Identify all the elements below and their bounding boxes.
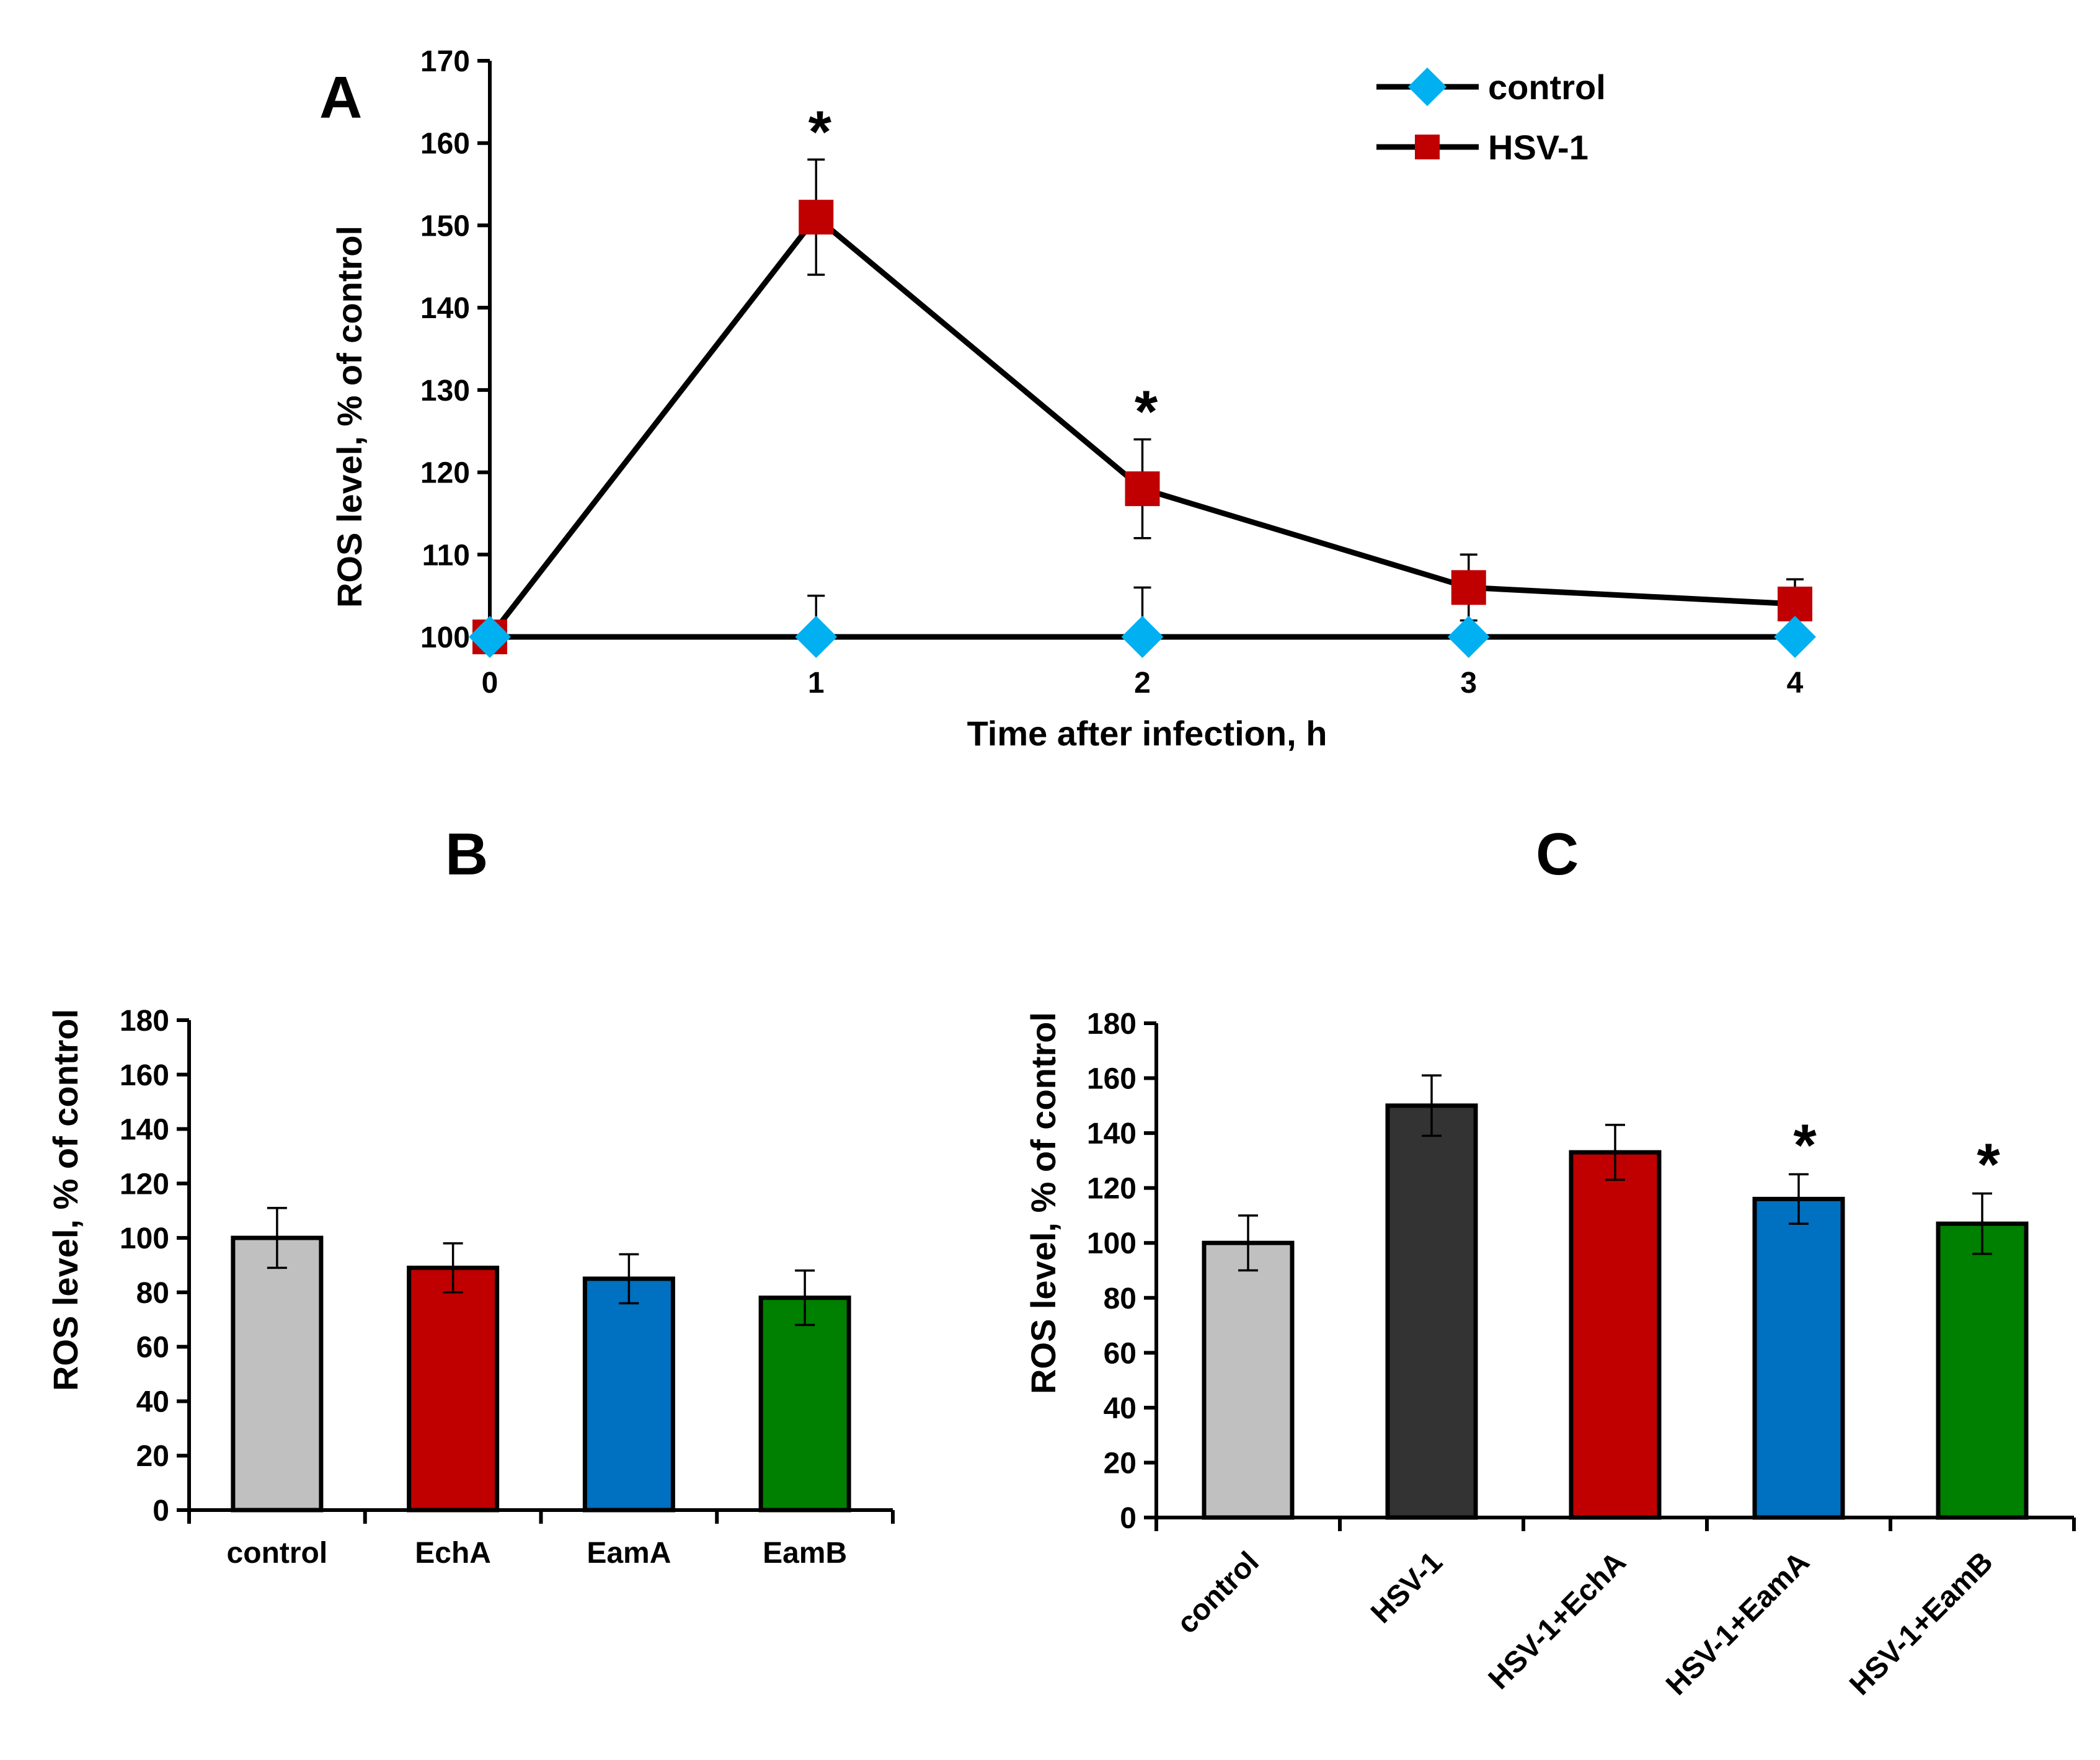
y-tick-label: 140 xyxy=(1087,1118,1136,1150)
legend-label-control: control xyxy=(1488,68,1606,107)
y-tick-label: 40 xyxy=(136,1385,169,1418)
bar-chart-panel-c: ROS level, % of control 0 20 40 60 80 100 120 1… xyxy=(1024,1008,2076,1702)
panel-letter-b: B xyxy=(445,821,488,887)
x-tick-label-a: 0 xyxy=(482,667,498,700)
bar-eamb xyxy=(758,1296,851,1513)
x-tick-label-a: 4 xyxy=(1787,667,1804,700)
y-tick-label-a: 160 xyxy=(420,128,470,161)
bar-hsv-1-echa xyxy=(1569,1150,1662,1520)
y-tick-label: 160 xyxy=(1087,1063,1136,1096)
y-tick-label: 20 xyxy=(1104,1447,1136,1480)
x-axis-title-a: Time after infection, h xyxy=(967,714,1327,753)
bar-eama xyxy=(582,1276,675,1513)
y-axis-title-a: ROS level, % of control xyxy=(330,226,369,608)
x-tick-label: control xyxy=(227,1537,328,1570)
y-tick-label: 60 xyxy=(136,1331,169,1364)
x-tick-label-a: 3 xyxy=(1460,667,1477,700)
marker-diamond-control xyxy=(469,616,511,658)
line-chart-panel-a: ROS level, % of control Time after infec… xyxy=(330,45,1816,753)
marker-square-hsv1 xyxy=(1778,586,1812,621)
y-tick-label: 80 xyxy=(136,1277,169,1310)
x-tick-label: control xyxy=(1171,1545,1265,1640)
y-tick-label: 40 xyxy=(1104,1392,1136,1425)
x-tick-label: EchA xyxy=(415,1537,491,1570)
x-tick-label: HSV-1 xyxy=(1365,1545,1449,1630)
x-tick-label-a: 1 xyxy=(808,667,825,700)
y-tick-label-a: 130 xyxy=(420,375,470,407)
y-tick-label: 120 xyxy=(1087,1173,1136,1206)
y-tick-label: 60 xyxy=(1104,1337,1136,1370)
legend-marker-hsv1 xyxy=(1415,135,1440,159)
bar-control xyxy=(231,1235,324,1513)
x-tick-label: EamB xyxy=(763,1537,847,1570)
y-tick-label: 140 xyxy=(120,1114,169,1147)
y-tick-label-a: 100 xyxy=(420,621,470,654)
bar-echa xyxy=(407,1265,500,1513)
y-tick-label: 0 xyxy=(153,1495,169,1527)
marker-diamond-control xyxy=(795,616,838,658)
y-tick-label-a: 140 xyxy=(420,292,470,325)
marker-square-hsv1 xyxy=(1451,570,1486,605)
y-tick-label: 180 xyxy=(1087,1008,1136,1041)
x-tick-label-a: 2 xyxy=(1134,667,1151,700)
y-tick-label: 160 xyxy=(120,1059,169,1092)
legend-label-hsv1: HSV-1 xyxy=(1488,128,1588,167)
bar-hsv-1-eama xyxy=(1752,1196,1845,1520)
y-tick-label: 100 xyxy=(1087,1227,1136,1260)
marker-diamond-control xyxy=(1774,616,1816,658)
y-axis-title-b: ROS level, % of control xyxy=(46,1009,85,1391)
significance-star: * xyxy=(1977,1132,2000,1198)
y-tick-label: 180 xyxy=(120,1005,169,1038)
y-tick-label-a: 120 xyxy=(420,457,470,490)
panel-letter-a: A xyxy=(319,64,362,131)
y-tick-label: 80 xyxy=(1104,1282,1136,1315)
legend-marker-control xyxy=(1407,67,1447,107)
y-tick-label: 0 xyxy=(1120,1502,1136,1535)
x-tick-label: HSV-1+EamB xyxy=(1843,1545,2000,1702)
bar-chart-panel-b: ROS level, % of control 0 20 40 60 80 100 120 1… xyxy=(46,1005,895,1570)
bar-hsv-1 xyxy=(1385,1103,1478,1520)
x-tick-label: HSV-1+EchA xyxy=(1482,1545,1633,1696)
y-tick-label-a: 150 xyxy=(420,210,470,242)
y-tick-label: 100 xyxy=(120,1222,169,1255)
significance-star-a: * xyxy=(809,99,832,165)
marker-square-hsv1 xyxy=(799,200,834,235)
bar-control xyxy=(1202,1240,1295,1520)
x-tick-label: HSV-1+EamA xyxy=(1660,1545,1816,1702)
panel-letter-c: C xyxy=(1536,821,1579,887)
bar-hsv-1-eamb xyxy=(1936,1221,2029,1520)
significance-star: * xyxy=(1793,1113,1817,1179)
y-tick-label: 20 xyxy=(136,1440,169,1473)
x-tick-label: EamA xyxy=(587,1537,671,1570)
legend-a: control HSV-1 xyxy=(1376,67,1606,167)
y-tick-label-a: 110 xyxy=(422,539,470,572)
significance-star-a: * xyxy=(1135,378,1158,445)
marker-diamond-control xyxy=(1121,616,1164,658)
y-tick-label-a: 170 xyxy=(420,45,470,78)
marker-diamond-control xyxy=(1447,616,1490,658)
marker-square-hsv1 xyxy=(1125,471,1160,507)
y-tick-label: 120 xyxy=(120,1168,169,1201)
y-axis-title-c: ROS level, % of control xyxy=(1024,1012,1063,1394)
